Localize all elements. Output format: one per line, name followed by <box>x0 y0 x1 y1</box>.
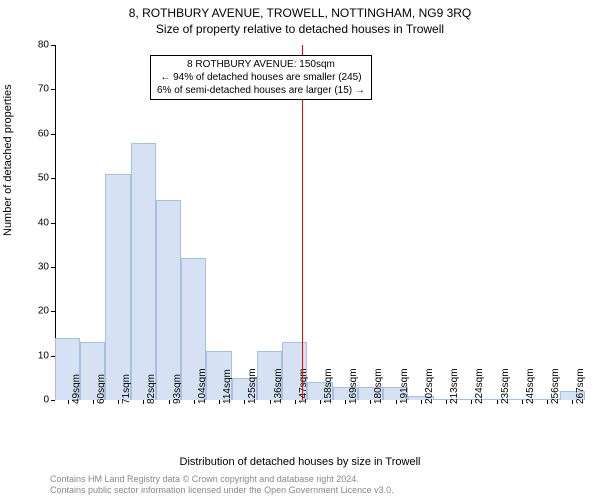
x-tick-mark <box>471 400 472 404</box>
y-tick-mark <box>51 267 55 268</box>
y-tick-mark <box>51 223 55 224</box>
y-tick-label: 0 <box>43 395 49 406</box>
y-tick-label: 80 <box>38 40 49 51</box>
x-tick-mark <box>68 400 69 404</box>
histogram-bar <box>105 174 130 400</box>
x-tick-mark <box>421 400 422 404</box>
x-tick-mark <box>345 400 346 404</box>
x-tick-mark <box>194 400 195 404</box>
annotation-box: 8 ROTHBURY AVENUE: 150sqm← 94% of detach… <box>150 55 372 100</box>
chart-title-main: 8, ROTHBURY AVENUE, TROWELL, NOTTINGHAM,… <box>0 6 600 20</box>
y-axis-label: Number of detached properties <box>2 84 14 236</box>
x-tick-mark <box>93 400 94 404</box>
x-tick-mark <box>169 400 170 404</box>
x-tick-mark <box>320 400 321 404</box>
x-tick-mark <box>270 400 271 404</box>
y-tick-label: 10 <box>38 350 49 361</box>
footer-line2: Contains public sector information licen… <box>50 485 394 497</box>
x-tick-mark <box>497 400 498 404</box>
chart-title-sub: Size of property relative to detached ho… <box>0 22 600 36</box>
x-axis-label: Distribution of detached houses by size … <box>0 456 600 468</box>
x-tick-mark <box>396 400 397 404</box>
y-tick-label: 30 <box>38 261 49 272</box>
footer-line1: Contains HM Land Registry data © Crown c… <box>50 474 394 486</box>
x-tick-mark <box>295 400 296 404</box>
x-tick-mark <box>547 400 548 404</box>
y-tick-mark <box>51 45 55 46</box>
x-tick-mark <box>219 400 220 404</box>
x-tick-label: 267sqm <box>575 368 586 404</box>
annotation-line: 6% of semi-detached houses are larger (1… <box>157 84 365 97</box>
footer-text: Contains HM Land Registry data © Crown c… <box>50 474 394 497</box>
histogram-bar <box>131 143 156 400</box>
x-tick-mark <box>244 400 245 404</box>
y-tick-mark <box>51 134 55 135</box>
y-tick-label: 70 <box>38 84 49 95</box>
x-tick-mark <box>370 400 371 404</box>
y-tick-mark <box>51 311 55 312</box>
annotation-line: 8 ROTHBURY AVENUE: 150sqm <box>157 58 365 71</box>
y-tick-mark <box>51 400 55 401</box>
chart-container: 8, ROTHBURY AVENUE, TROWELL, NOTTINGHAM,… <box>0 0 600 500</box>
histogram-bar <box>156 200 181 400</box>
x-tick-mark <box>572 400 573 404</box>
y-tick-label: 20 <box>38 306 49 317</box>
y-tick-mark <box>51 89 55 90</box>
y-tick-label: 50 <box>38 173 49 184</box>
x-tick-mark <box>522 400 523 404</box>
x-tick-mark <box>446 400 447 404</box>
y-tick-mark <box>51 178 55 179</box>
x-tick-mark <box>143 400 144 404</box>
y-tick-label: 60 <box>38 128 49 139</box>
x-tick-mark <box>118 400 119 404</box>
plot-area: 0102030405060708049sqm60sqm71sqm82sqm93s… <box>55 45 585 400</box>
annotation-line: ← 94% of detached houses are smaller (24… <box>157 71 365 84</box>
y-tick-label: 40 <box>38 217 49 228</box>
